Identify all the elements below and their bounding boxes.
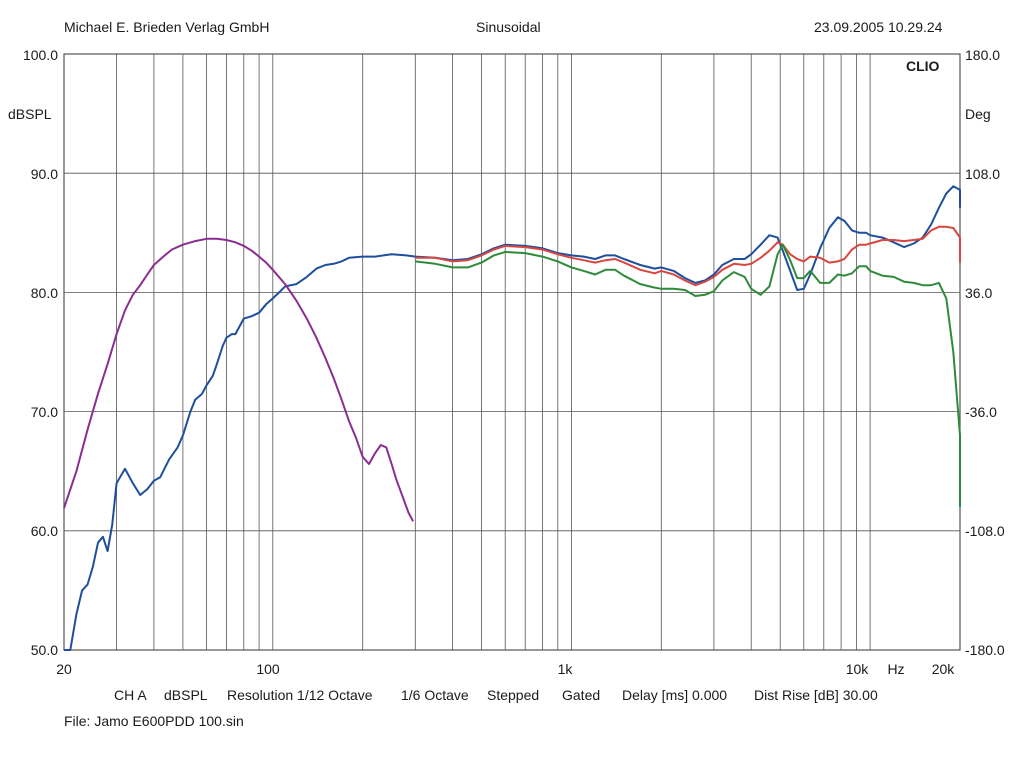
right-tick-minus-36: -36.0 — [965, 404, 997, 420]
x-tick-1k: 1k — [557, 661, 573, 677]
x-tick-10k: 10k — [845, 661, 869, 677]
series-layer — [63, 185, 961, 651]
footer-delay: Delay [ms] 0.000 — [622, 687, 728, 703]
plot-frame — [63, 53, 961, 651]
footer-smoothing: 1/6 Octave — [401, 687, 469, 703]
timestamp-label: 23.09.2005 10.29.24 — [814, 19, 943, 35]
x-axis-unit: Hz — [887, 661, 905, 677]
footer-gated: Gated — [562, 687, 601, 703]
footer-dist-rise: Dist Rise [dB] 30.00 — [754, 687, 878, 703]
left-tick-50: 50.0 — [30, 642, 58, 658]
right-tick-108: 108.0 — [965, 166, 1001, 182]
left-tick-100: 100.0 — [22, 47, 58, 63]
x-tick-20k: 20k — [931, 661, 955, 677]
x-tick-100: 100 — [256, 661, 280, 677]
right-tick-minus-108: -108.0 — [965, 523, 1005, 539]
series-line-2 — [415, 225, 961, 287]
left-tick-70: 70.0 — [30, 404, 58, 420]
right-tick-180: 180.0 — [965, 47, 1001, 63]
footer-channel: CH A — [114, 687, 147, 703]
x-tick-20: 20 — [56, 661, 72, 677]
series-line-3 — [415, 243, 961, 507]
footer-mode: Stepped — [487, 687, 540, 703]
right-tick-minus-180: -180.0 — [965, 642, 1005, 658]
left-tick-60: 60.0 — [30, 523, 58, 539]
publisher-label: Michael E. Brieden Verlag GmbH — [64, 19, 270, 35]
clio-logo: CLIO — [906, 58, 940, 74]
series-line-1 — [64, 185, 961, 651]
left-tick-80: 80.0 — [30, 285, 58, 301]
footer-unit: dBSPL — [164, 687, 208, 703]
footer-file: File: Jamo E600PDD 100.sin — [64, 713, 244, 729]
footer-resolution: Resolution 1/12 Octave — [227, 687, 373, 703]
right-tick-36: 36.0 — [965, 285, 993, 301]
left-axis-unit: dBSPL — [8, 106, 52, 122]
signal-type-label: Sinusoidal — [476, 19, 541, 35]
left-tick-90: 90.0 — [30, 166, 58, 182]
series-line-4 — [63, 237, 414, 522]
right-axis-unit: Deg — [965, 106, 991, 122]
chart-grid — [64, 54, 960, 650]
